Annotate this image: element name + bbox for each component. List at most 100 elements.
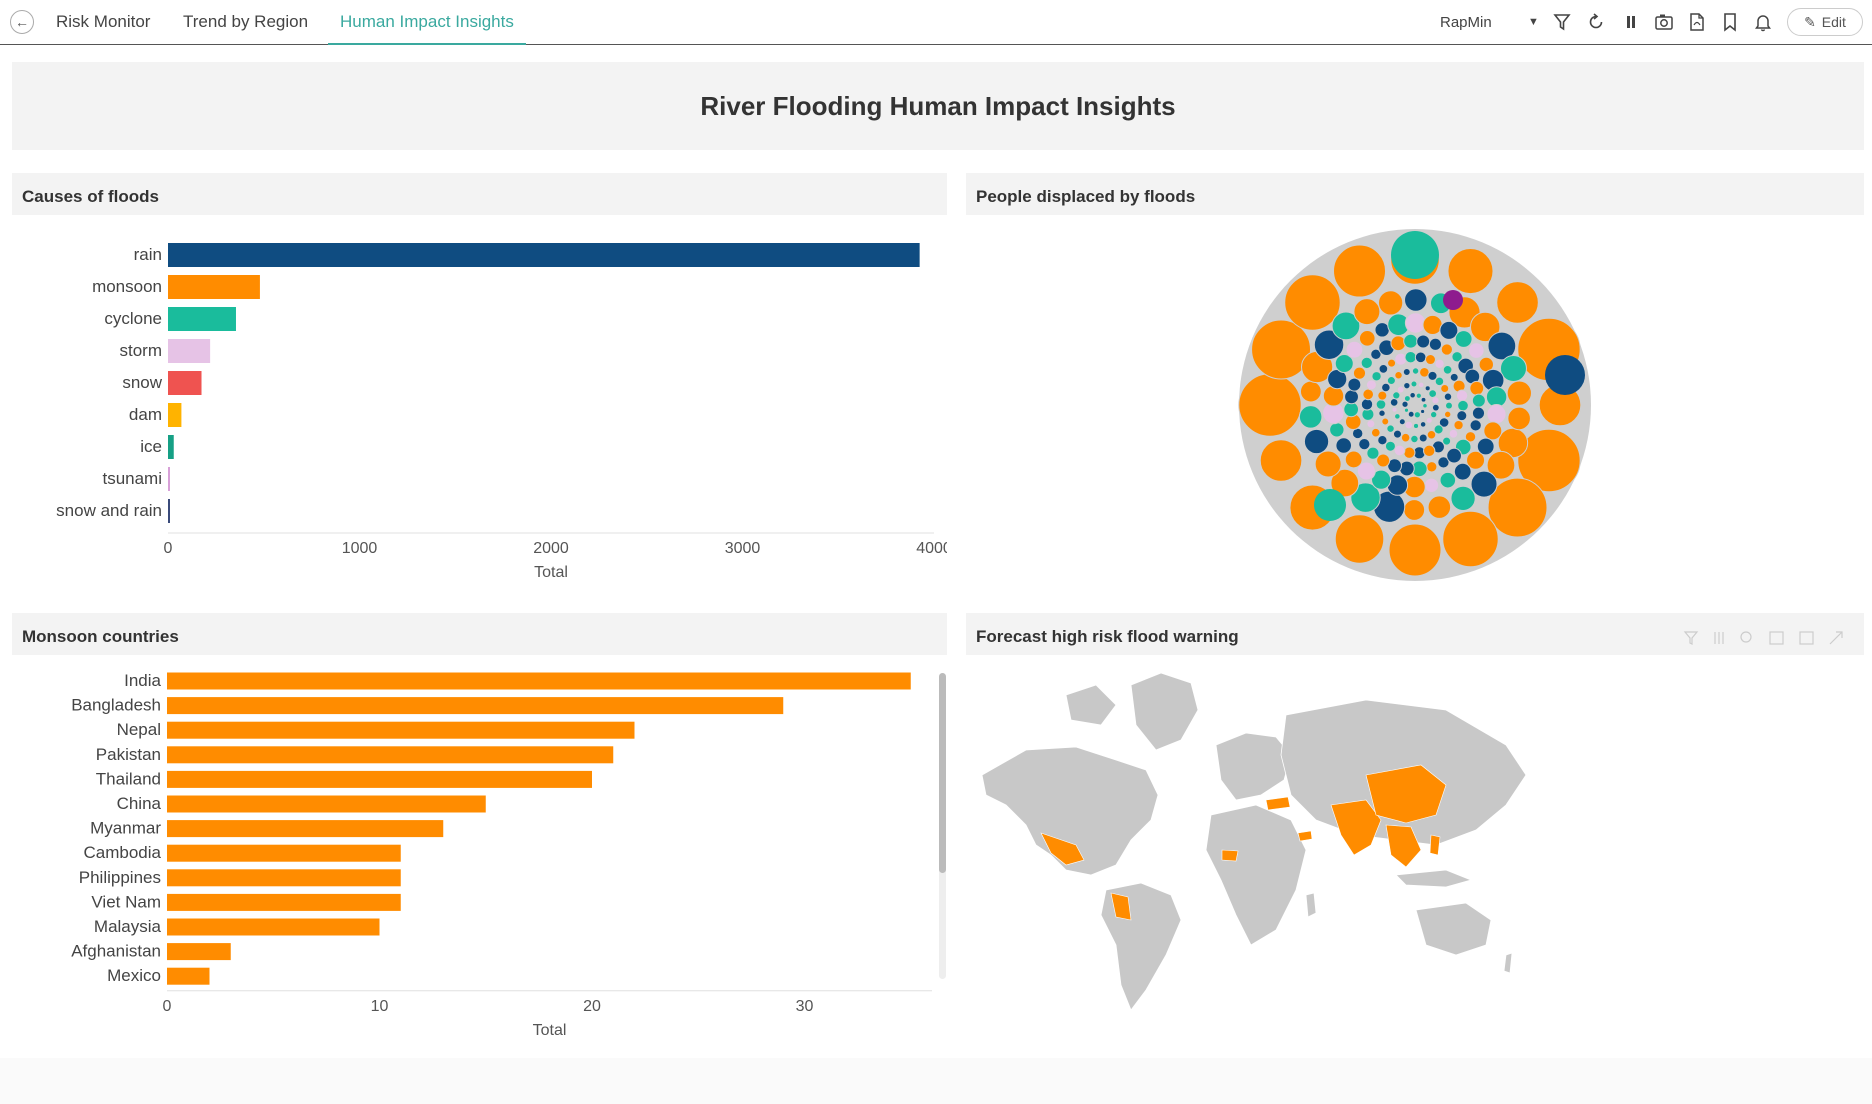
- displaced-bubble: [1429, 410, 1438, 419]
- displaced-bubble: [1352, 366, 1367, 380]
- tab-risk-monitor[interactable]: Risk Monitor: [56, 12, 151, 31]
- map-new-zealand: [1503, 952, 1513, 974]
- filter-icon[interactable]: [1683, 631, 1699, 645]
- scrollbar-thumb[interactable]: [939, 673, 946, 873]
- causes-category-label: dam: [129, 405, 162, 424]
- displaced-bubble: [1438, 417, 1450, 428]
- filter-icon[interactable]: [1551, 11, 1573, 33]
- displaced-bubble: [1486, 450, 1516, 480]
- displaced-bubble: [1422, 314, 1443, 336]
- back-button[interactable]: ←: [10, 10, 34, 34]
- displaced-bubble: [1453, 419, 1464, 431]
- displaced-bubble: [1350, 482, 1381, 513]
- displaced-bubble: [1423, 477, 1440, 494]
- displaced-bubble: [1443, 410, 1452, 419]
- displaced-bubble: [1402, 368, 1411, 376]
- displaced-bubble: [1410, 434, 1419, 444]
- displaced-bubble: [1391, 231, 1439, 279]
- bookmark-icon[interactable]: [1719, 11, 1741, 33]
- displaced-bubble: [1403, 446, 1416, 459]
- columns-icon[interactable]: [1714, 632, 1724, 644]
- displaced-bubble: [1442, 510, 1499, 568]
- export-icon[interactable]: [1769, 631, 1784, 645]
- monsoon-category-label: Viet Nam: [91, 892, 161, 911]
- tab-human-impact-insights[interactable]: Human Impact Insights: [328, 12, 526, 45]
- causes-bar: [168, 499, 170, 523]
- displaced-bubble: [1299, 380, 1322, 403]
- displaced-bubble: [1447, 248, 1494, 295]
- edit-button[interactable]: ✎ Edit: [1787, 8, 1863, 36]
- displaced-bubble: [1424, 385, 1431, 392]
- displaced-bubble: [1375, 399, 1387, 410]
- tab-trend-by-region[interactable]: Trend by Region: [183, 12, 309, 31]
- displaced-bubble: [1251, 319, 1312, 380]
- scrollbar-track[interactable]: [939, 673, 946, 979]
- displaced-bubble: [1362, 388, 1375, 401]
- causes-bar: [168, 307, 236, 331]
- dashboard-title-panel: River Flooding Human Impact Insights: [12, 62, 1864, 150]
- displaced-panel-title: People displaced by floods: [966, 173, 1864, 215]
- monsoon-axis-title: Total: [533, 1022, 567, 1039]
- displaced-bubble: [1470, 470, 1498, 498]
- causes-category-label: ice: [140, 437, 162, 456]
- monsoon-category-label: Myanmar: [90, 819, 161, 838]
- displaced-bubble: [1416, 334, 1431, 349]
- monsoon-category-label: Cambodia: [84, 843, 162, 862]
- pdf-icon[interactable]: [1686, 11, 1708, 33]
- map-highlight-turkey: [1265, 796, 1291, 811]
- map-highlight-west-africa: [1221, 849, 1239, 862]
- pause-icon[interactable]: [1620, 11, 1642, 33]
- map-australia: [1415, 902, 1492, 956]
- displaced-bubble: [1411, 367, 1420, 375]
- monsoon-bar: [167, 844, 401, 862]
- causes-bar-chart: 0 1000 2000 3000 4000 Total rain monsoon cyclone…: [56, 243, 947, 581]
- monsoon-bar: [167, 893, 401, 911]
- search-icon[interactable]: [1740, 631, 1752, 643]
- displaced-bubble: [1437, 456, 1450, 469]
- causes-category-label: snow and rain: [56, 501, 162, 520]
- map-highlight-philippines: [1429, 834, 1441, 856]
- displaced-bubble: [1389, 398, 1399, 407]
- displaced-bubble: [1471, 406, 1486, 420]
- causes-tick-label: 4000: [916, 540, 947, 557]
- forecast-panel: Forecast high risk flood warning: [966, 613, 1864, 1041]
- table-icon[interactable]: [1799, 631, 1814, 645]
- displaced-bubble: [1376, 453, 1391, 468]
- displaced-bubble: [1394, 371, 1403, 380]
- expand-icon[interactable]: [1829, 631, 1843, 645]
- displaced-bubble: [1413, 411, 1421, 419]
- map-highlight-southeast-asia: [1385, 824, 1422, 868]
- user-selector[interactable]: RapMin: [1440, 14, 1492, 31]
- map-highlight-mexico: [1040, 832, 1085, 866]
- monsoon-category-label: Nepal: [117, 720, 161, 739]
- displaced-bubble: [1358, 437, 1371, 451]
- displaced-bubble: [1496, 281, 1539, 324]
- displaced-bubble: [1344, 389, 1359, 405]
- monsoon-category-label: Philippines: [79, 868, 161, 887]
- map-north-america: [981, 746, 1159, 876]
- displaced-bubble: [1476, 437, 1495, 456]
- monsoon-category-label: Pakistan: [96, 745, 161, 764]
- causes-axis-title: Total: [534, 564, 568, 581]
- bell-icon[interactable]: [1752, 11, 1774, 33]
- displaced-bubble: [1403, 381, 1411, 390]
- displaced-bubble: [1390, 335, 1407, 352]
- monsoon-bar: [167, 672, 911, 690]
- displaced-bubble: [1427, 495, 1452, 519]
- displaced-bubble: [1366, 446, 1380, 460]
- displaced-bubble: [1440, 384, 1450, 394]
- monsoon-tick-label: 30: [796, 998, 814, 1015]
- displaced-bubble: [1381, 382, 1391, 393]
- refresh-icon[interactable]: [1585, 11, 1607, 33]
- monsoon-category-label: Thailand: [96, 769, 161, 788]
- causes-category-label: storm: [120, 341, 163, 360]
- displaced-bubble: [1426, 461, 1438, 473]
- displaced-bubble: [1466, 450, 1486, 470]
- map-madagascar: [1305, 892, 1317, 918]
- displaced-bubble: [1442, 436, 1452, 446]
- displaced-bubble: [1400, 432, 1411, 443]
- snapshot-icon[interactable]: [1653, 11, 1675, 33]
- monsoon-bar: [167, 746, 614, 764]
- displaced-bubble: [1374, 322, 1390, 338]
- chevron-down-icon[interactable]: ▼: [1528, 16, 1539, 28]
